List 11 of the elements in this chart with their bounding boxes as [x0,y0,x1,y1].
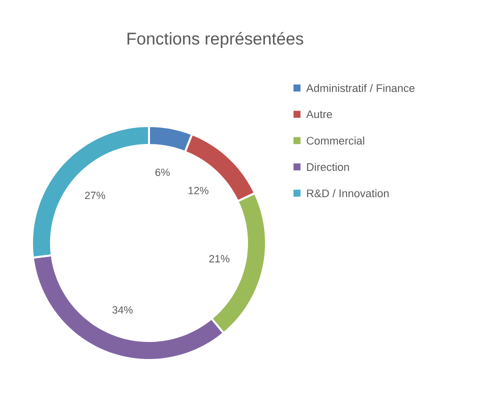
legend-label: Direction [307,162,349,171]
data-label: 34% [112,306,133,314]
legend-label: Autre [306,110,332,118]
legend-label: R&D / Innovation [307,189,389,198]
data-label: 6% [155,168,170,176]
data-label: 12% [188,186,208,194]
legend-label: Administratif / Finance [306,84,415,92]
data-label: 21% [209,255,230,262]
chart-title: Fonctions représentées [128,32,304,48]
data-label: 27% [85,192,106,200]
legend-label: Commercial [306,136,364,145]
